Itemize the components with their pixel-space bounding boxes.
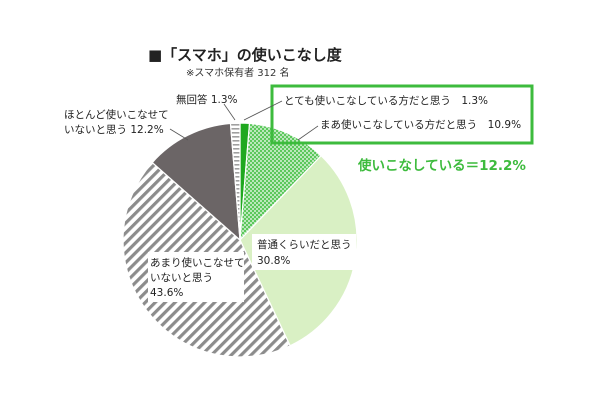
highlight-box bbox=[270, 84, 534, 145]
label-hardly-2: いないと思う 12.2% bbox=[64, 124, 164, 136]
pie-slices bbox=[122, 122, 358, 358]
leader-line-noanswer bbox=[223, 103, 236, 121]
label-notmuch-3: 43.6% bbox=[150, 287, 183, 299]
annotation-sum: 使いこなしている＝12.2% bbox=[357, 157, 526, 174]
label-very: とても使いこなしている方だと思う 1.3% bbox=[284, 94, 488, 107]
pie-slice-5 bbox=[229, 122, 241, 241]
pie-slice-1 bbox=[239, 122, 322, 242]
label-notmuch-1: あまり使いこなせて bbox=[150, 256, 245, 269]
label-somewhat: まあ使いこなしている方だと思う 10.9% bbox=[320, 118, 521, 131]
leader-line-hardly bbox=[169, 128, 189, 141]
chart-title: ■「スマホ」の使いこなし度 bbox=[148, 46, 343, 64]
label-normal-1: 普通くらいだと思う bbox=[257, 238, 352, 251]
label-bg-notmuch bbox=[148, 252, 244, 302]
pie-slice-4 bbox=[151, 122, 241, 242]
leader-line-somewhat bbox=[297, 125, 319, 141]
label-normal-2: 30.8% bbox=[257, 255, 290, 267]
label-bg-normal bbox=[252, 234, 356, 270]
label-notmuch-2: いないと思う bbox=[150, 272, 213, 284]
label-noanswer: 無回答 1.3% bbox=[176, 93, 238, 106]
label-hardly-1: ほとんど使いこなせて bbox=[64, 108, 169, 121]
leader-line-very bbox=[243, 100, 283, 121]
chart-subtitle: ※スマホ保有者 312 名 bbox=[186, 66, 290, 79]
